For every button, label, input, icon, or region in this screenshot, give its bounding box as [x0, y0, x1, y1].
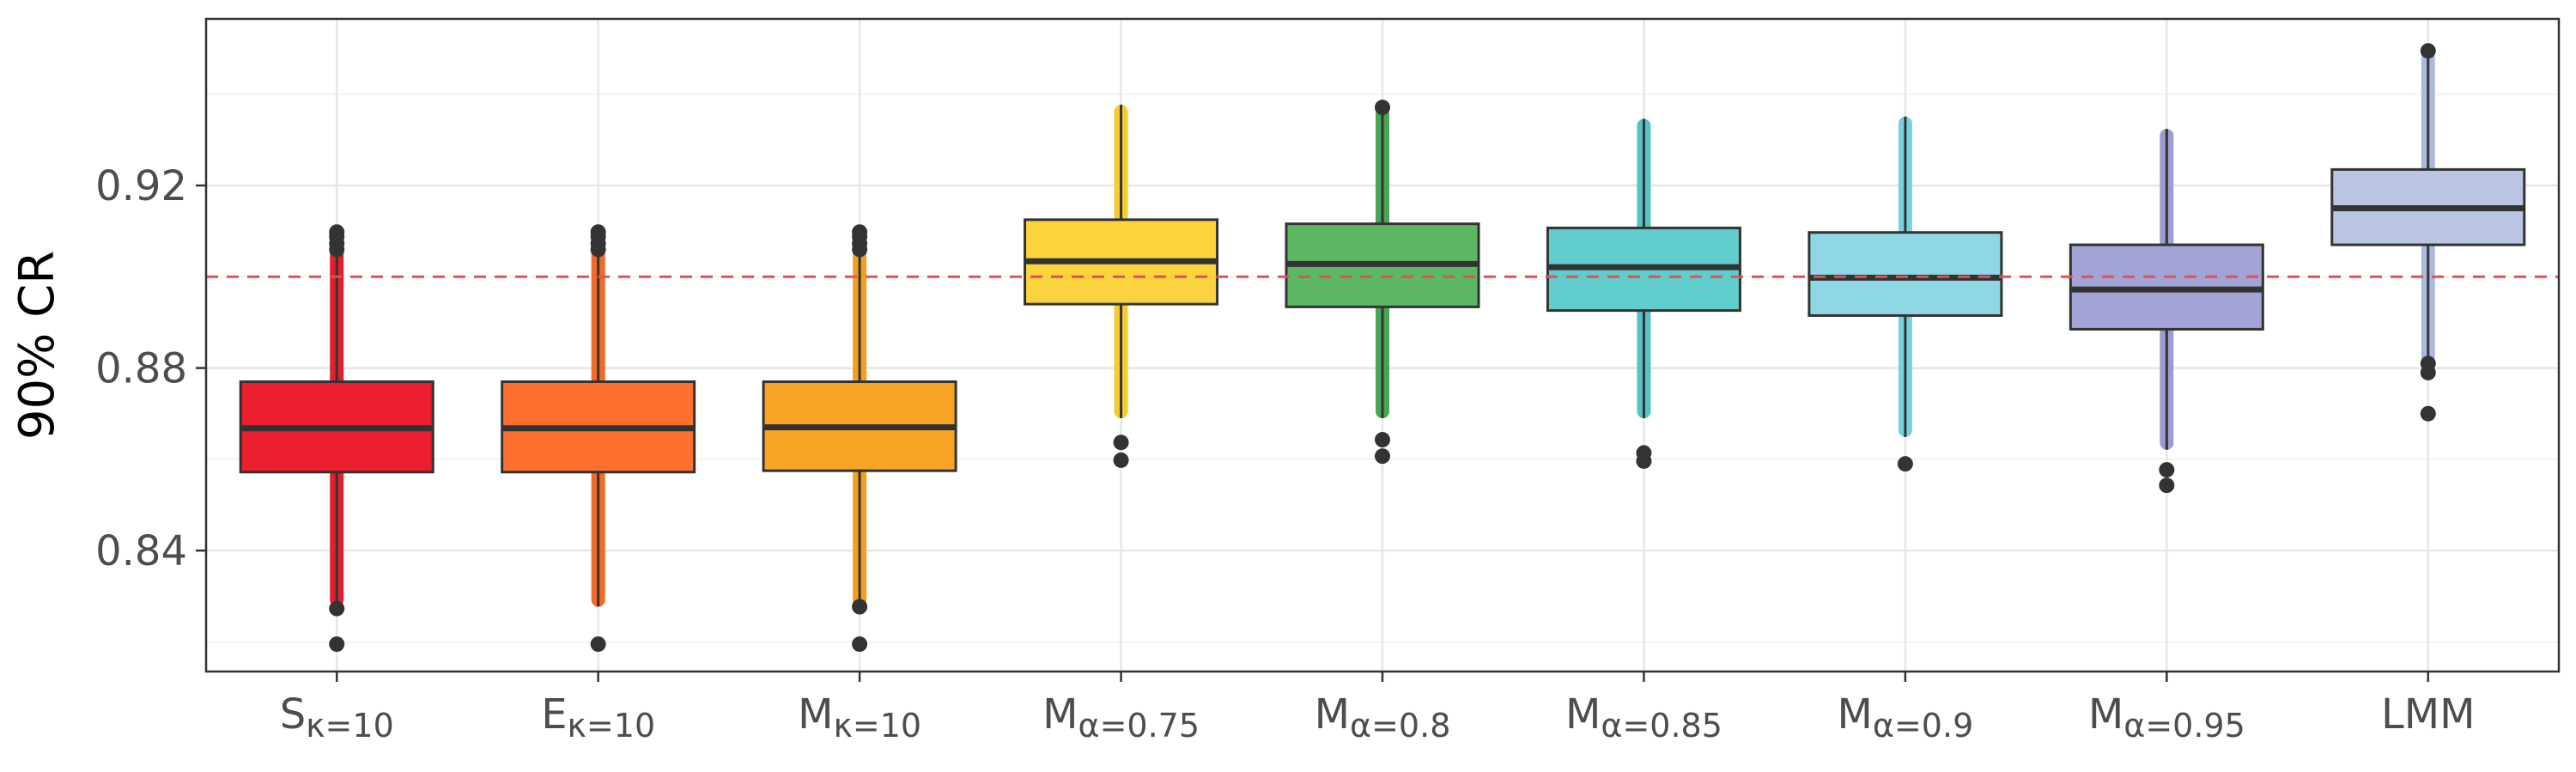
box-group — [1024, 104, 1219, 468]
x-tick-label: Mα=0.75 — [1042, 690, 1200, 745]
outlier-point — [852, 636, 868, 653]
x-tick-label: Mα=0.8 — [1315, 690, 1451, 745]
y-tick-label: 0.84 — [95, 527, 187, 575]
outlier-point — [1375, 448, 1390, 465]
outlier-point — [2159, 462, 2175, 478]
outlier-point — [590, 224, 606, 240]
y-axis-label: 90% CR — [9, 251, 65, 440]
y-axis: 0.84 0.88 0.92 — [95, 162, 206, 575]
box-group — [2330, 43, 2526, 422]
x-tick-label: Mα=0.9 — [1838, 690, 1974, 745]
outlier-point — [2420, 405, 2436, 422]
outlier-point — [1375, 100, 1390, 116]
x-tick-label: Eκ=10 — [541, 690, 655, 745]
box-group — [1807, 116, 2003, 472]
outlier-point — [1636, 445, 1652, 461]
x-tick-label: Mκ=10 — [798, 690, 921, 745]
y-tick-label: 0.88 — [95, 345, 187, 393]
outlier-point — [1897, 456, 1913, 472]
outlier-point — [1375, 432, 1390, 448]
outlier-point — [2420, 43, 2436, 59]
y-tick-label: 0.92 — [95, 162, 187, 210]
outlier-point — [329, 636, 345, 653]
outlier-point — [329, 224, 345, 240]
x-tick-label: Mα=0.95 — [2088, 690, 2245, 745]
outlier-point — [2159, 477, 2175, 494]
box — [1807, 231, 2003, 317]
outlier-point — [329, 600, 345, 617]
box-group — [762, 224, 957, 653]
x-tick-label: Mα=0.85 — [1565, 690, 1722, 745]
box-group — [2069, 129, 2264, 494]
outlier-point — [590, 636, 606, 653]
box-group — [501, 224, 696, 653]
box-group — [1285, 100, 1480, 465]
boxes — [239, 43, 2526, 653]
x-tick-label: LMM — [2381, 690, 2476, 739]
x-tick-label: Sκ=10 — [280, 690, 394, 745]
outlier-point — [2420, 356, 2436, 372]
outlier-point — [852, 224, 868, 240]
outlier-point — [1113, 452, 1129, 468]
x-axis: Sκ=10 Eκ=10 Mκ=10 Mα=0.75 Mα=0.8 Mα=0.85 Mα=0.… — [280, 672, 2476, 745]
box-group — [239, 224, 434, 653]
outlier-point — [1113, 435, 1129, 451]
outlier-point — [852, 599, 868, 615]
box-group — [1546, 119, 1741, 469]
